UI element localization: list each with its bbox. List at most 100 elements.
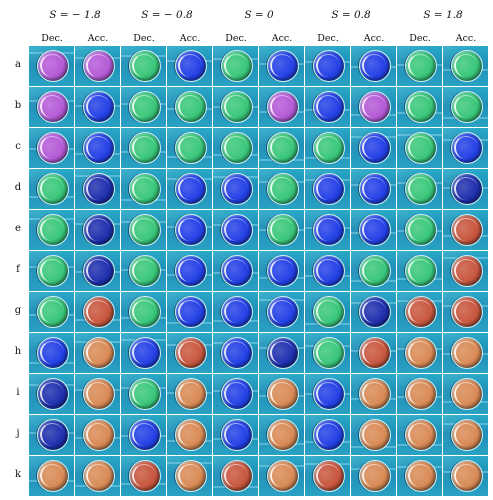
droplet-rim xyxy=(83,132,115,164)
droplet-glint xyxy=(454,300,478,323)
droplet-rim xyxy=(83,214,115,246)
droplet-glint xyxy=(270,54,294,77)
droplet-glint xyxy=(132,259,156,282)
micrograph-tile xyxy=(29,415,74,455)
droplet-glint xyxy=(270,423,294,446)
micrograph-tile xyxy=(29,456,74,496)
row-label-c: c xyxy=(15,141,21,152)
micrograph-tile xyxy=(213,87,258,127)
micrograph-tile xyxy=(167,128,212,168)
droplet-rim xyxy=(175,255,207,287)
droplet-glint xyxy=(362,464,386,487)
droplet-rim xyxy=(129,378,161,410)
droplet-glint xyxy=(178,341,202,364)
droplet-rim xyxy=(451,214,483,246)
row-label-e: e xyxy=(15,223,21,234)
droplet-glint xyxy=(454,341,478,364)
micrograph-tile xyxy=(397,415,442,455)
micrograph-tile xyxy=(259,374,304,414)
droplet-rim xyxy=(359,173,391,205)
droplet-rim xyxy=(175,50,207,82)
droplet-rim xyxy=(129,50,161,82)
droplet-rim xyxy=(313,50,345,82)
micrograph-tile xyxy=(259,292,304,332)
micrograph-tile xyxy=(351,46,396,86)
droplet-glint xyxy=(178,464,202,487)
micrograph-tile xyxy=(351,292,396,332)
droplet-glint xyxy=(362,423,386,446)
droplet-rim xyxy=(83,460,115,492)
micrograph-tile xyxy=(75,46,120,86)
droplet-glint xyxy=(178,95,202,118)
droplet-rim xyxy=(129,337,161,369)
droplet-glint xyxy=(86,95,110,118)
droplet-rim xyxy=(129,132,161,164)
droplet-glint xyxy=(408,300,432,323)
droplet-rim xyxy=(83,50,115,82)
droplet-rim xyxy=(267,132,299,164)
droplet-rim xyxy=(359,419,391,451)
droplet-glint xyxy=(408,341,432,364)
micrograph-tile xyxy=(121,456,166,496)
droplet-rim xyxy=(221,296,253,328)
droplet-glint xyxy=(86,300,110,323)
micrograph-tile xyxy=(213,456,258,496)
droplet-rim xyxy=(221,419,253,451)
droplet-glint xyxy=(408,423,432,446)
droplet-glint xyxy=(224,423,248,446)
droplet-rim xyxy=(451,296,483,328)
droplet-rim xyxy=(221,132,253,164)
micrograph-tile xyxy=(167,251,212,291)
droplet-rim xyxy=(313,460,345,492)
droplet-glint xyxy=(408,259,432,282)
column-header-1: S = − 0.8 xyxy=(141,9,193,21)
micrograph-tile xyxy=(443,333,488,373)
droplet-glint xyxy=(132,382,156,405)
droplet-glint xyxy=(224,341,248,364)
droplet-glint xyxy=(224,464,248,487)
droplet-glint xyxy=(316,136,340,159)
droplet-rim xyxy=(405,419,437,451)
droplet-rim xyxy=(451,460,483,492)
micrograph-tile xyxy=(75,210,120,250)
droplet-glint xyxy=(454,95,478,118)
droplet-glint xyxy=(408,382,432,405)
micrograph-tile xyxy=(121,292,166,332)
droplet-rim xyxy=(451,132,483,164)
droplet-glint xyxy=(40,464,64,487)
micrograph-tile xyxy=(213,374,258,414)
droplet-glint xyxy=(224,177,248,200)
droplet-rim xyxy=(405,255,437,287)
micrograph-tile xyxy=(167,415,212,455)
droplet-rim xyxy=(267,173,299,205)
micrograph-tile xyxy=(29,210,74,250)
droplet-rim xyxy=(83,91,115,123)
micrograph-tile xyxy=(29,374,74,414)
droplet-rim xyxy=(405,460,437,492)
droplet-glint xyxy=(362,95,386,118)
droplet-rim xyxy=(83,378,115,410)
droplet-rim xyxy=(267,214,299,246)
micrograph-tile xyxy=(167,333,212,373)
droplet-glint xyxy=(132,423,156,446)
droplet-rim xyxy=(129,419,161,451)
droplet-rim xyxy=(267,378,299,410)
droplet-rim xyxy=(129,173,161,205)
micrograph-tile xyxy=(259,87,304,127)
micrograph-tile xyxy=(121,415,166,455)
droplet-glint xyxy=(316,54,340,77)
micrograph-tile xyxy=(121,333,166,373)
micrograph-tile xyxy=(351,415,396,455)
droplet-rim xyxy=(451,173,483,205)
droplet-glint xyxy=(454,423,478,446)
droplet-glint xyxy=(178,259,202,282)
micrograph-tile xyxy=(29,333,74,373)
micrograph-tile xyxy=(305,292,350,332)
droplet-rim xyxy=(313,296,345,328)
droplet-glint xyxy=(270,218,294,241)
micrograph-tile xyxy=(121,210,166,250)
droplet-glint xyxy=(132,300,156,323)
micrograph-tile xyxy=(29,251,74,291)
droplet-glint xyxy=(40,300,64,323)
micrograph-tile xyxy=(121,128,166,168)
